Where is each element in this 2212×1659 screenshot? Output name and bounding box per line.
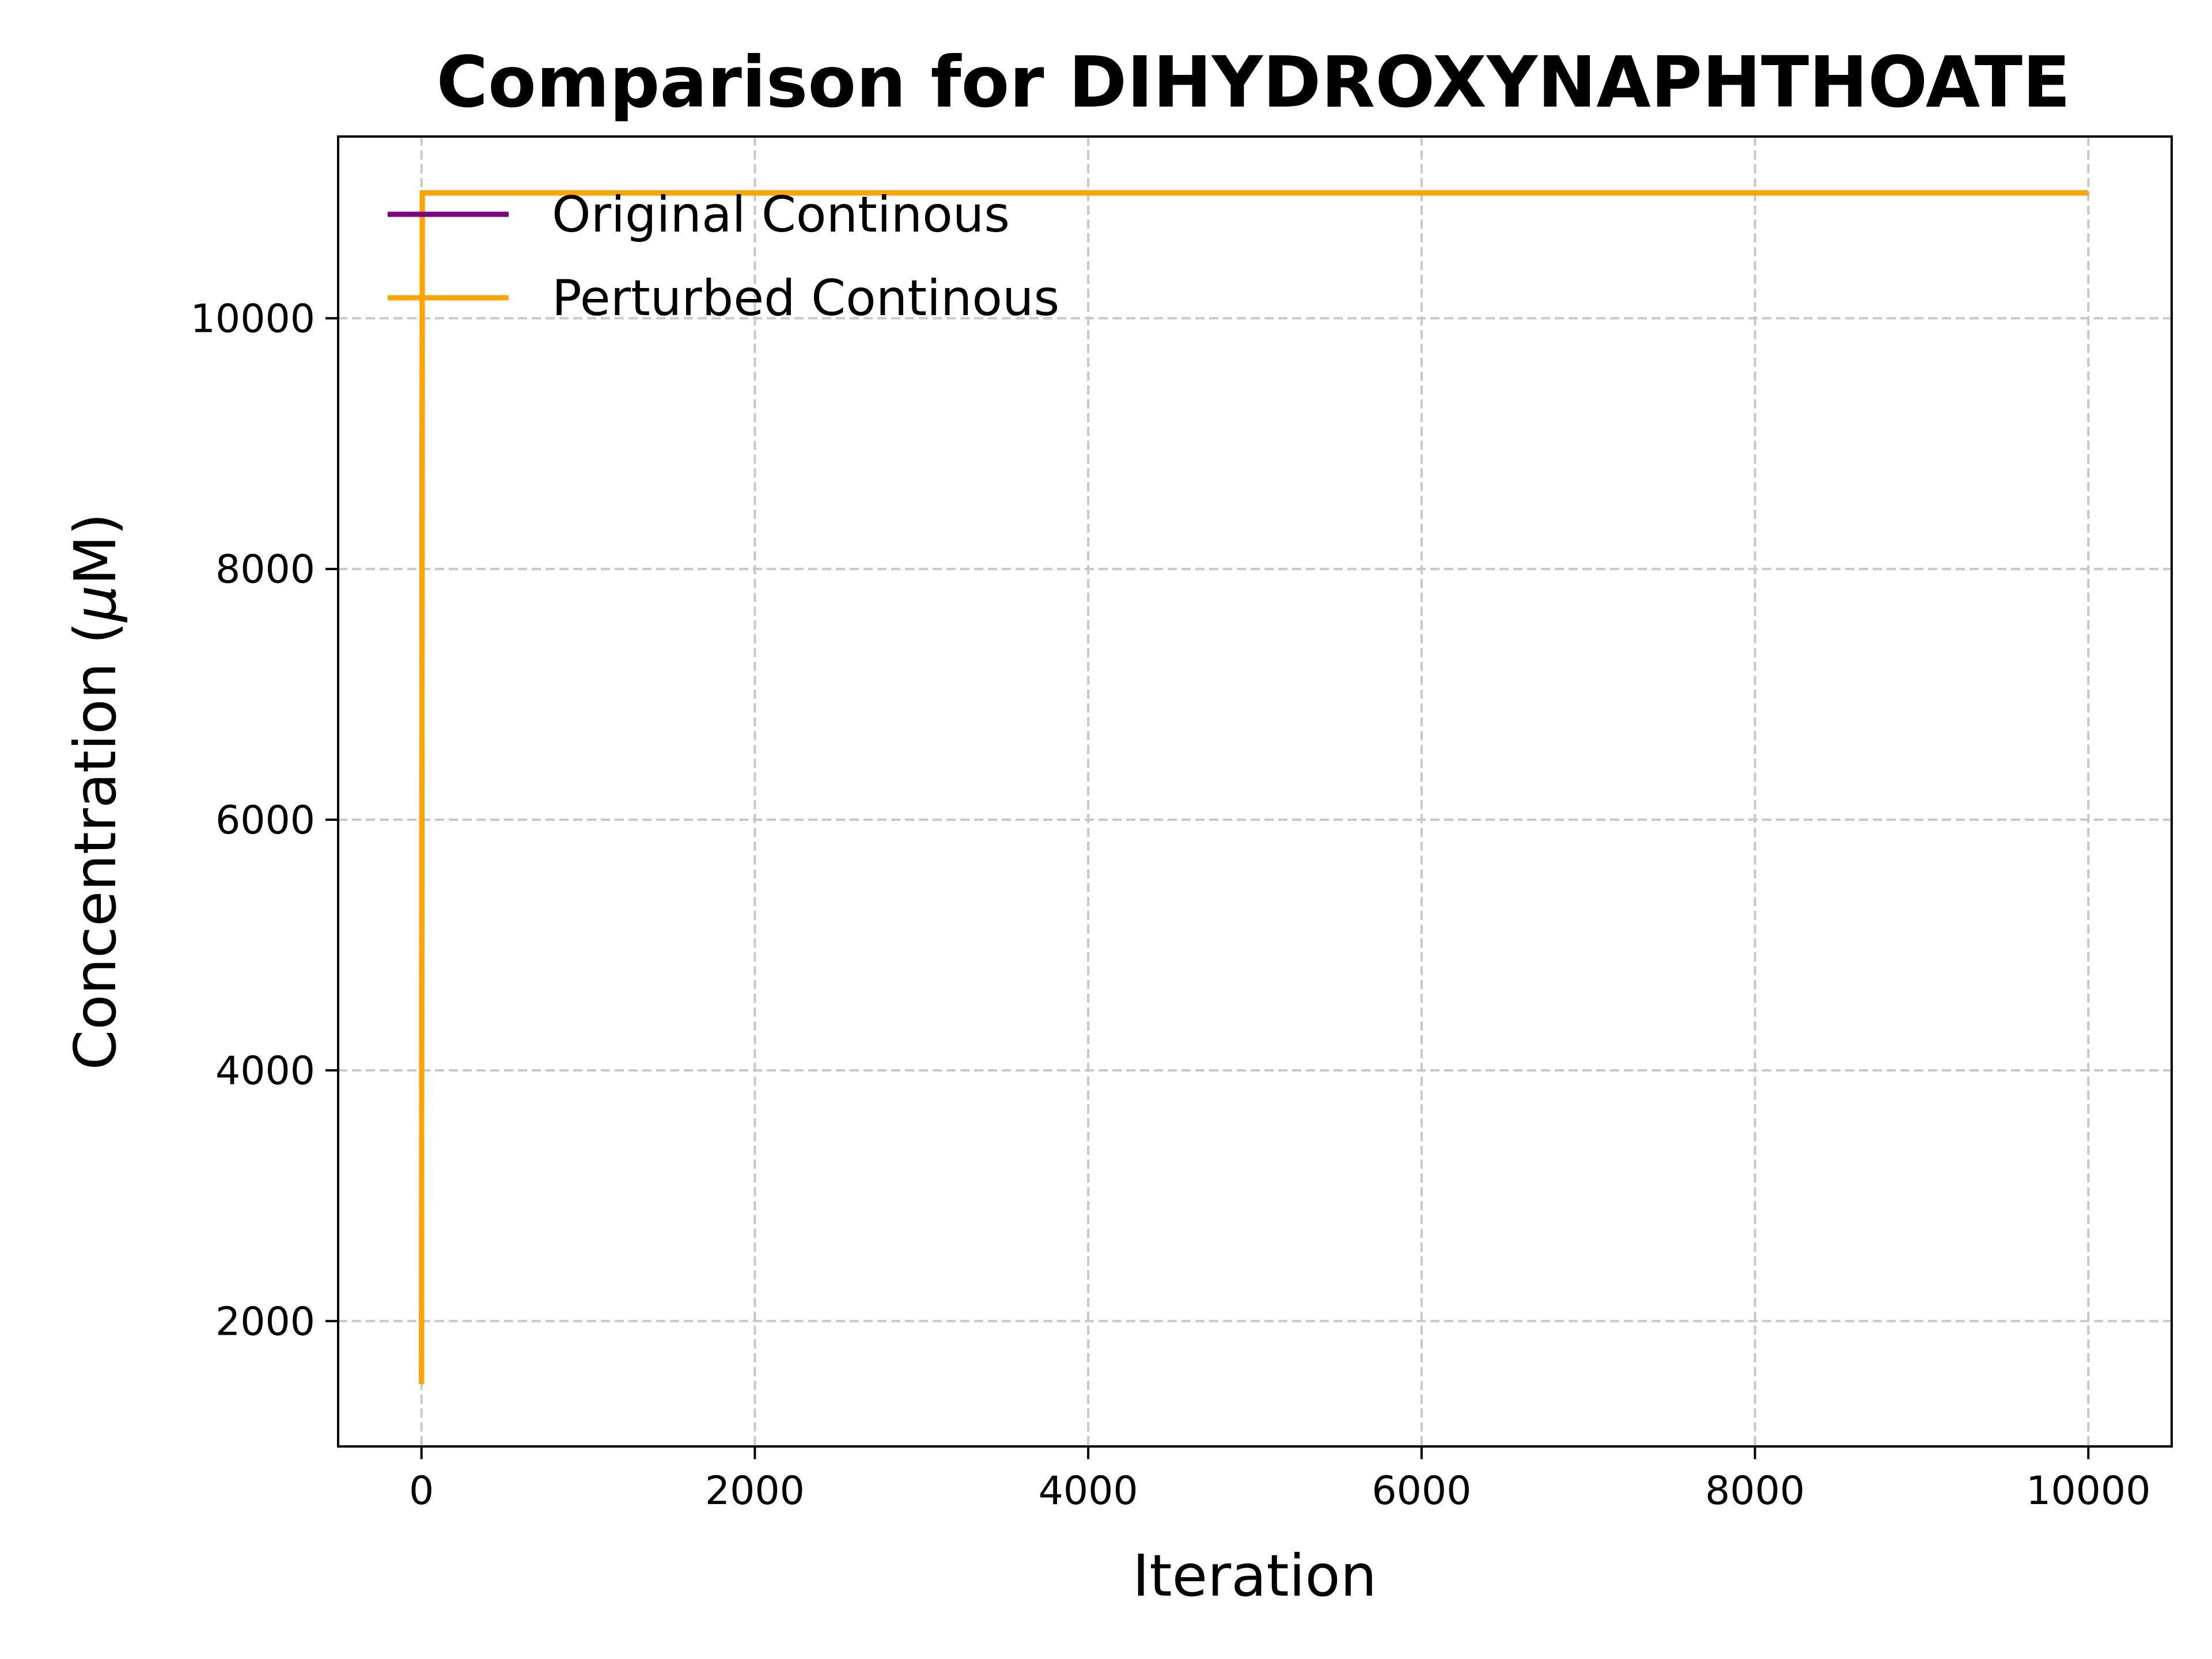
x-tick-label-0: 0 [409, 1468, 434, 1514]
legend-label-0: Original Continous [552, 186, 1010, 244]
legend: Original Continous Perturbed Continous [388, 186, 1059, 327]
series-line-1 [419, 190, 2089, 1384]
plot-area-frame [337, 135, 2173, 1448]
x-tick-label-4: 8000 [1705, 1468, 1805, 1514]
y-axis-label-mu: μ [62, 585, 129, 623]
x-tick-label-5: 10000 [2026, 1468, 2150, 1514]
x-axis-label: Iteration [1132, 1542, 1377, 1609]
legend-label-1: Perturbed Continous [552, 270, 1059, 327]
y-axis-label: Concentration (μM) [62, 513, 129, 1070]
y-axis-label-unit: M) [62, 513, 129, 585]
series-lines [419, 190, 2089, 1384]
y-tick-label-3: 8000 [215, 547, 315, 593]
y-tick-label-1: 4000 [215, 1048, 315, 1094]
chart-title: Comparison for DIHYDROXYNAPHTHOATE [437, 41, 2071, 123]
x-axis-ticks: 0 2000 4000 6000 8000 10000 [409, 1446, 2150, 1514]
x-tick-label-2: 4000 [1039, 1468, 1138, 1514]
x-tick-label-1: 2000 [705, 1468, 805, 1514]
x-tick-label-3: 6000 [1372, 1468, 1471, 1514]
series-line-0 [419, 190, 2089, 1384]
y-tick-label-4: 10000 [191, 297, 315, 342]
grid-lines [338, 137, 2172, 1446]
y-axis-label-text: Concentration ( [62, 622, 129, 1070]
y-tick-label-2: 6000 [215, 798, 315, 843]
y-tick-label-0: 2000 [215, 1299, 315, 1344]
y-axis-ticks: 2000 4000 6000 8000 10000 [191, 297, 338, 1344]
